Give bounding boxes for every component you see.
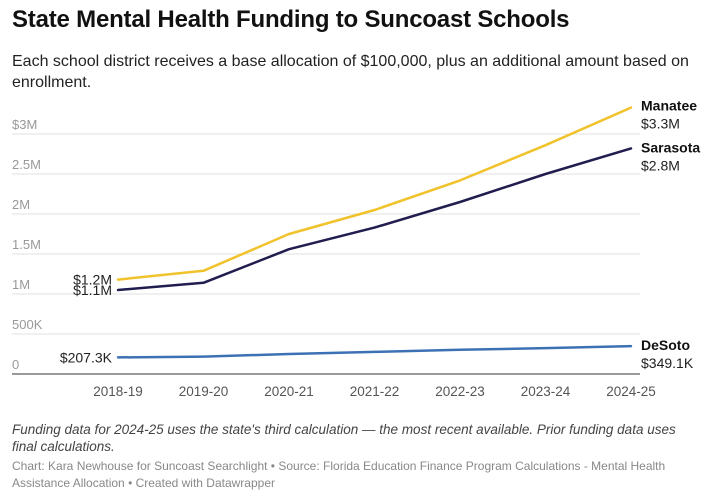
x-tick-label: 2019-20 bbox=[179, 384, 229, 399]
y-tick-label: 2M bbox=[12, 197, 30, 212]
chart-credit: Chart: Kara Newhouse for Suncoast Search… bbox=[12, 459, 666, 490]
series-name-label: DeSoto bbox=[641, 337, 690, 353]
start-value-label: $1.2M bbox=[73, 272, 112, 288]
x-tick-label: 2022-23 bbox=[435, 384, 485, 399]
start-value-label: $1.1M bbox=[73, 282, 112, 298]
y-tick-label: 2.5M bbox=[12, 157, 41, 172]
chart-subtitle: Each school district receives a base all… bbox=[12, 53, 689, 91]
end-value-label: $2.8M bbox=[641, 157, 680, 173]
series-line-sarasota bbox=[116, 147, 633, 292]
y-tick-label: 0 bbox=[12, 357, 19, 372]
x-tick-label: 2021-22 bbox=[350, 384, 400, 399]
x-tick-label: 2023-24 bbox=[521, 384, 571, 399]
chart-title: State Mental Health Funding to Suncoast … bbox=[12, 6, 570, 33]
y-tick-label: 1.5M bbox=[12, 237, 41, 252]
y-tick-label: 1M bbox=[12, 277, 30, 292]
y-tick-label: 500K bbox=[12, 317, 43, 332]
series-name-label: Manatee bbox=[641, 98, 697, 114]
y-tick-label: $3M bbox=[12, 117, 37, 132]
x-tick-label: 2018-19 bbox=[93, 384, 143, 399]
chart-notes: Funding data for 2024-25 uses the state'… bbox=[12, 422, 676, 454]
series-line-desoto bbox=[116, 344, 633, 359]
end-value-label: $3.3M bbox=[641, 116, 680, 132]
start-value-label: $207.3K bbox=[60, 349, 113, 365]
line-chart: 0 500K 1M 1.5M 2M 2.5M $3M 2018-19 2019-20 2020-2… bbox=[12, 98, 700, 399]
series-name-label: Sarasota bbox=[641, 139, 700, 155]
x-tick-label: 2024-25 bbox=[606, 384, 656, 399]
end-value-label: $349.1K bbox=[641, 355, 694, 371]
series-line-manatee bbox=[116, 106, 633, 281]
x-tick-label: 2020-21 bbox=[264, 384, 314, 399]
